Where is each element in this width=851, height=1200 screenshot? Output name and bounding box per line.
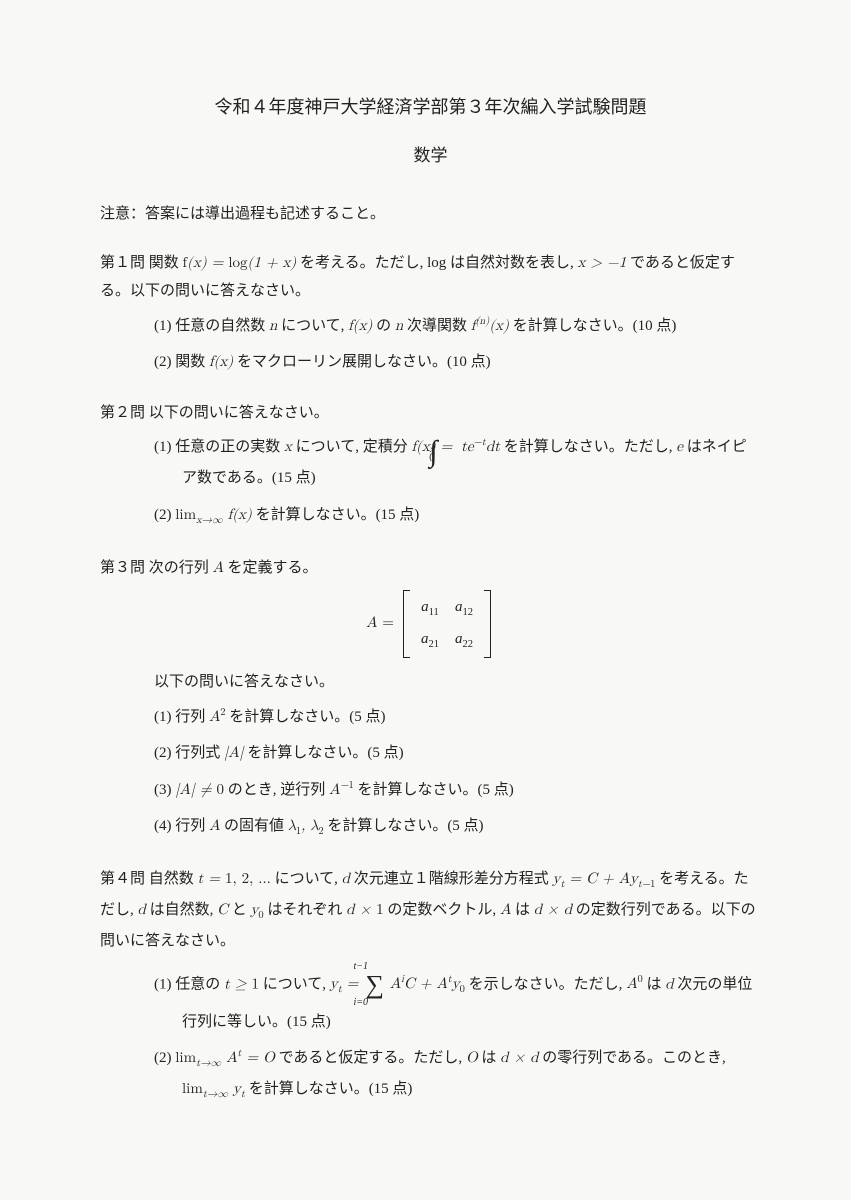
problem-3-sub-1: (1) 行列 A2 を計算しなさい。(5 点) xyxy=(154,703,761,732)
problem-1: 第１問 関数 f(x) = log(1 + x) を考える。ただし, log は… xyxy=(100,249,761,377)
text: について, xyxy=(277,318,348,334)
math: d xyxy=(665,976,673,991)
problem-4-intro: 自然数 t = 1, 2, … について, d 次元連立１階線形差分方程式 yt… xyxy=(100,871,756,949)
text: (1) 行列 A2 を計算しなさい。(5 点) xyxy=(154,709,386,725)
math: limx→∞ f(x) xyxy=(175,507,252,522)
matrix-definition: A = a11a12 a21a22 xyxy=(100,590,761,658)
math: e xyxy=(676,439,683,454)
text: を示しなさい。ただし, xyxy=(465,976,626,992)
problem-3-intro: 次の行列 A を定義する。 xyxy=(149,560,318,576)
math: limt→∞ yt xyxy=(182,1081,245,1096)
math: f(x) = log(1 + x) xyxy=(183,255,297,270)
text: の xyxy=(372,318,395,334)
exam-page: 令和４年度神戸大学経済学部第３年次編入学試験問題 数学 注意：答案には導出過程も… xyxy=(0,0,851,1188)
math: A xyxy=(213,560,224,575)
problem-3-label: 第３問 xyxy=(100,560,145,576)
text: を計算しなさい。(15 点) xyxy=(245,1081,413,1097)
problem-1-sub-2: (2) 関数 f(x) をマクローリン展開しなさい。(10 点) xyxy=(154,348,761,377)
exam-title: 令和４年度神戸大学経済学部第３年次編入学試験問題 xyxy=(100,90,761,124)
text: (2) xyxy=(154,507,175,523)
text: (1) 任意の xyxy=(154,976,224,992)
problem-1-intro: 関数 f(x) = log(1 + x) を考える。ただし, log は自然対数… xyxy=(100,255,735,300)
math: y0 xyxy=(250,902,263,917)
math: d xyxy=(342,871,350,886)
matrix-A: a11a12 a21a22 xyxy=(403,590,491,658)
text: は xyxy=(511,902,534,918)
problem-4-sub-2: (2) limt→∞ At = O であると仮定する。ただし, O は d × … xyxy=(154,1044,761,1106)
math: f(x) xyxy=(348,318,372,333)
problem-1-sub-1: (1) 任意の自然数 n について, f(x) の n 次導関数 f(n)(x)… xyxy=(154,312,761,341)
text: は自然数, xyxy=(146,902,217,918)
text: は xyxy=(643,976,666,992)
math: d × d xyxy=(534,902,572,917)
text: は xyxy=(478,1050,501,1066)
text: を定義する。 xyxy=(224,560,318,576)
math: A xyxy=(500,902,511,917)
math: f(n)(x) xyxy=(471,318,509,333)
text: と xyxy=(228,902,251,918)
text: を計算しなさい。ただし, xyxy=(500,439,676,455)
text: を計算しなさい。(15 点) xyxy=(252,507,420,523)
math: n xyxy=(395,318,403,333)
text: (3) |A| ≠ 0 のとき, 逆行列 A−1 を計算しなさい。(5 点) xyxy=(154,782,514,798)
math: C xyxy=(217,902,228,917)
problem-2-sub-2: (2) limx→∞ f(x) を計算しなさい。(15 点) xyxy=(154,501,761,532)
summation: t−1∑i=0 xyxy=(365,962,384,1008)
text: について, 定積分 xyxy=(292,439,412,455)
math: d × d xyxy=(500,1050,538,1065)
text: の零行列である。このとき, xyxy=(538,1050,725,1066)
problem-3-sub-2: (2) 行列式 |A| を計算しなさい。(5 点) xyxy=(154,739,761,768)
text: 関数 xyxy=(149,255,183,271)
text: (2) 行列式 |A| を計算しなさい。(5 点) xyxy=(154,745,404,761)
text: (2) xyxy=(154,1050,175,1066)
math: yt = xyxy=(330,976,364,991)
text: 次導関数 xyxy=(403,318,471,334)
problem-3-sub-4: (4) 行列 A の固有値 λ1, λ2 を計算しなさい。(5 点) xyxy=(154,812,761,843)
text: (1) 任意の自然数 xyxy=(154,318,269,334)
problem-3-after: 以下の問いに答えなさい。 xyxy=(154,668,761,697)
math: x > −1 xyxy=(578,255,627,270)
problem-4: 第４問 自然数 t = 1, 2, … について, d 次元連立１階線形差分方程… xyxy=(100,865,761,1106)
math: f(x) xyxy=(209,354,233,369)
text: 次の行列 xyxy=(149,560,213,576)
text: であると仮定する。ただし, xyxy=(275,1050,466,1066)
problem-4-sub-1: (1) 任意の t ≥ 1 について, yt = t−1∑i=0 AiC + A… xyxy=(154,962,761,1037)
text: を計算しなさい。(10 点) xyxy=(509,318,677,334)
math: te−tdt xyxy=(461,439,500,454)
math: O xyxy=(466,1050,478,1065)
exam-subject: 数学 xyxy=(100,140,761,172)
text: をマクローリン展開しなさい。(10 点) xyxy=(233,354,491,370)
problem-3-sub-3: (3) |A| ≠ 0 のとき, 逆行列 A−1 を計算しなさい。(5 点) xyxy=(154,776,761,805)
problem-2-sub-1: (1) 任意の正の実数 x について, 定積分 f(x) = ∫x0 te−td… xyxy=(154,433,761,493)
math: AiC + Aty0 xyxy=(390,976,465,991)
math: limt→∞ At = O xyxy=(175,1050,275,1065)
text: について, xyxy=(271,871,342,887)
math: yt = C + Ayt−1 xyxy=(553,871,656,886)
math: x xyxy=(284,439,292,454)
text: を考える。ただし, log は自然対数を表し, xyxy=(296,255,577,271)
math: d × 1 xyxy=(346,902,384,917)
problem-2-intro: 以下の問いに答えなさい。 xyxy=(149,405,329,421)
math: d xyxy=(138,902,146,917)
problem-3: 第３問 次の行列 A を定義する。 A = a11a12 a21a22 以下の問… xyxy=(100,554,761,843)
problem-4-label: 第４問 xyxy=(100,871,145,887)
text: はそれぞれ xyxy=(264,902,347,918)
math: t = 1, 2, … xyxy=(198,871,271,886)
text: (4) 行列 A の固有値 λ1, λ2 を計算しなさい。(5 点) xyxy=(154,818,484,834)
text: 次元連立１階線形差分方程式 xyxy=(350,871,553,887)
text: 自然数 xyxy=(149,871,198,887)
text: (2) 関数 xyxy=(154,354,209,370)
text: (1) 任意の正の実数 xyxy=(154,439,284,455)
text: について, xyxy=(259,976,330,992)
problem-2-label: 第２問 xyxy=(100,405,145,421)
text: の定数ベクトル, xyxy=(384,902,500,918)
math: t ≥ 1 xyxy=(224,976,259,991)
math: A0 xyxy=(626,976,643,991)
problem-1-label: 第１問 xyxy=(100,255,145,271)
problem-2: 第２問 以下の問いに答えなさい。 (1) 任意の正の実数 x について, 定積分… xyxy=(100,399,761,532)
exam-note: 注意：答案には導出過程も記述すること。 xyxy=(100,200,761,229)
